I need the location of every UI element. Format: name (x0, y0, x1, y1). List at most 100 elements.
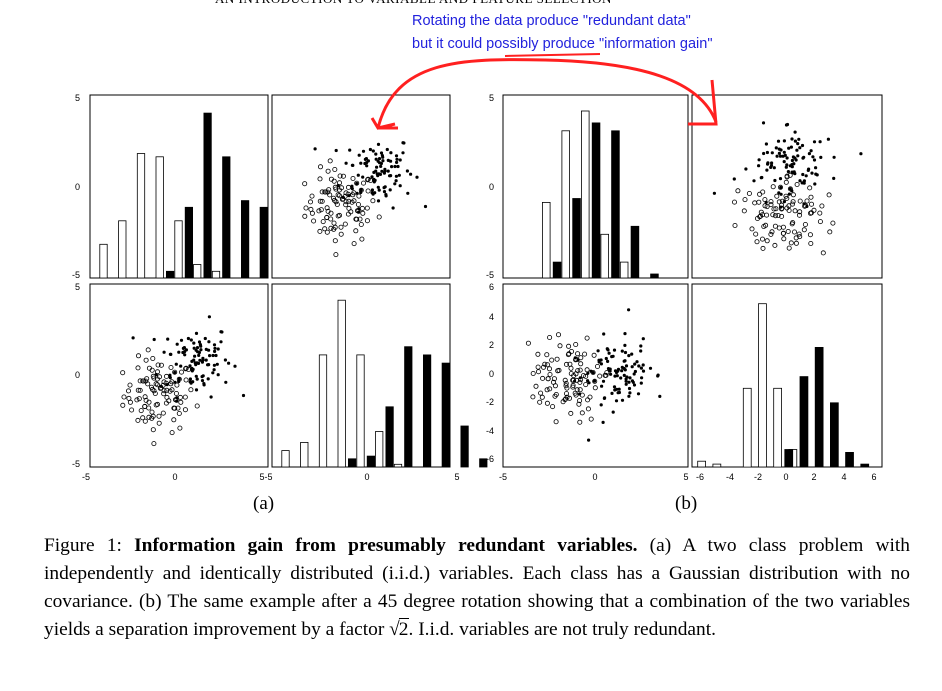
tick-a-x-left-m5: -5 (82, 472, 90, 482)
scatter-b2-filled-point-11 (611, 410, 615, 414)
scatter-b-filled-point-56 (765, 168, 769, 172)
scatter-a2-filled-point-15 (165, 383, 169, 387)
scatter-b-filled-point-22 (732, 177, 736, 181)
scatter-b2-filled-point-40 (600, 384, 604, 388)
scatter-b2-open-point-79 (584, 335, 590, 341)
scatter-b2-open-point-18 (525, 340, 531, 346)
scatter-a2-filled-point-50 (188, 364, 192, 368)
scatter-a2-filled-point-44 (213, 349, 217, 353)
scatter-a2-open-point-52 (142, 394, 148, 400)
scatter-a2-open-point-81 (154, 382, 160, 388)
scatter-a-filled-point-98 (375, 172, 379, 176)
scatter-a2-open-point-40 (183, 366, 189, 372)
tick-a-y-top-0: 0 (75, 182, 80, 192)
scatter-b-filled-point-67 (784, 123, 789, 127)
scatter-a2-filled-point-28 (200, 379, 205, 383)
scatter-b-open-point-66 (788, 240, 794, 246)
scatter-b-filled-point-80 (770, 161, 774, 165)
scatter-a-open-point-40 (365, 177, 371, 183)
scatter-b-filled-point-89 (805, 204, 809, 208)
scatter-b2-filled-point-37 (641, 363, 645, 367)
scatter-a2-filled-point-21 (211, 353, 215, 358)
scatter-b2-open-point-76 (547, 386, 553, 392)
scatter-b-open-point-17 (764, 212, 770, 218)
scatter-a-filled-point-18 (386, 169, 390, 173)
scatter-a2-filled-point-53 (179, 338, 184, 342)
scatter-b2-open-point-82 (547, 366, 553, 372)
tick-b-y-bot-4: -2 (486, 397, 494, 407)
scatter-b-filled-point-50 (786, 170, 791, 174)
scatter-a-open-point-14 (360, 180, 366, 186)
scatter-a-filled-point-71 (405, 169, 409, 173)
scatter-a2-open-point-78 (146, 365, 152, 371)
scatter-a2-open-point-28 (135, 417, 141, 423)
tick-b-x-left-0: 0 (592, 472, 597, 482)
scatter-b-filled-point-3 (779, 185, 783, 190)
scatter-a-filled-point-47 (359, 190, 363, 195)
scatter-b-open-point-27 (790, 192, 796, 198)
hist-b2-bar-class-open-0 (697, 460, 707, 468)
scatter-b-filled-point-38 (789, 145, 794, 149)
scatter-a2-filled-point-54 (192, 346, 196, 350)
scatter-a-open-point-84 (359, 205, 365, 211)
scatter-b-open-point-33 (790, 201, 796, 207)
scatter-a-filled-point-22 (334, 148, 338, 153)
scatter-a2-filled-point-97 (191, 367, 195, 371)
scatter-b2-filled-point-19 (630, 352, 634, 356)
scatter-a-filled-point-53 (361, 149, 366, 153)
hist-a2-bar-class-open-3 (337, 299, 346, 468)
scatter-b2-filled-point-18 (624, 364, 629, 368)
scatter-a2-filled-point-78 (206, 363, 210, 367)
scatter-b-open-point-8 (793, 240, 799, 246)
scatter-b-open-point-23 (792, 208, 798, 214)
scatter-b-filled-point-86 (832, 155, 836, 159)
scatter-b2-open-point-5 (530, 394, 536, 400)
scatter-b-open-point-7 (761, 223, 767, 229)
hist-b2-bar-class-open-5 (773, 387, 783, 468)
scatter-b-open-point-2 (797, 212, 803, 218)
scatter-b-filled-point-58 (777, 191, 781, 195)
scatter-b-filled-point-6 (779, 205, 783, 209)
scatter-b-filled-point-73 (770, 151, 774, 155)
scatter-a2-open-point-45 (153, 381, 159, 387)
scatter-b2-open-point-83 (542, 361, 548, 367)
scatter-b-filled-point-90 (787, 146, 791, 150)
scatter-b-filled-point-33 (782, 150, 786, 154)
scatter-b-filled-point-91 (760, 175, 764, 180)
scatter-b2-filled-point-91 (603, 396, 607, 400)
scatter-b2-filled-point-61 (606, 348, 610, 352)
hist-a2-bar-class-open-4 (356, 354, 365, 468)
scatter-a2-filled-point-59 (154, 372, 158, 377)
caption-body: (a) A two class problem with independent… (44, 535, 910, 640)
scatter-b-open-point-49 (780, 230, 786, 236)
scatter-b-open-point-19 (768, 231, 774, 237)
scatter-a-filled-point-61 (384, 193, 388, 197)
scatter-b2-filled-point-60 (599, 403, 603, 407)
scatter-a2-open-point-70 (146, 405, 152, 411)
scatter-a-filled-point-54 (374, 157, 378, 161)
scatter-b-filled-point-96 (859, 152, 863, 156)
scatter-a-open-point-16 (333, 199, 339, 205)
scatter-b-filled-point-72 (772, 166, 776, 170)
scatter-b2-open-point-81 (570, 382, 576, 388)
scatter-a-filled-point-34 (388, 188, 392, 192)
scatter-b-open-point-98 (732, 199, 738, 205)
scatter-b2-filled-point-15 (578, 376, 582, 380)
scatter-b2-open-point-42 (539, 394, 545, 400)
scatter-a-filled-point-75 (313, 147, 317, 151)
scatter-b2-open-point-44 (577, 387, 583, 393)
scatter-b2-filled-point-36 (627, 394, 631, 398)
scatter-a-open-point-91 (336, 187, 342, 193)
hist-a1-bar-class-open-0 (99, 243, 108, 279)
scatter-b2-filled-point-28 (607, 351, 611, 355)
scatter-b-open-point-64 (784, 205, 790, 211)
scatter-b2-filled-point-77 (602, 332, 606, 336)
hist-b1-bar-class-open-1 (561, 130, 571, 279)
scatter-a2-filled-point-61 (202, 382, 206, 386)
scatter-a-open-point-54 (342, 221, 348, 227)
scatter-b-open-point-82 (792, 229, 798, 235)
scatter-b2-open-point-20 (556, 332, 562, 338)
tick-b-x-right-6: 6 (871, 472, 876, 482)
scatter-b-open-point-97 (796, 231, 802, 237)
scatter-a-open-point-61 (354, 180, 360, 186)
